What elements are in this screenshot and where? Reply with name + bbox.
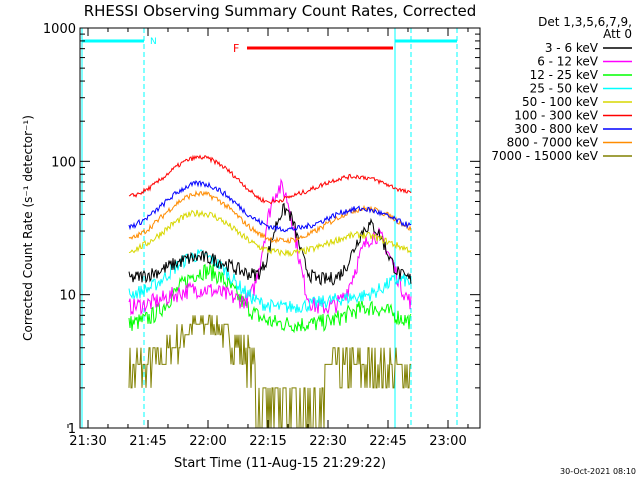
series-line xyxy=(128,189,412,244)
series-line xyxy=(128,262,412,334)
x-axis: 21:30 21:45 22:00 22:15 22:30 22:45 23:00 xyxy=(67,28,469,449)
legend-label: 12 - 25 keV xyxy=(530,68,599,82)
chart-title: RHESSI Observing Summary Count Rates, Co… xyxy=(84,2,477,20)
legend-label: 7000 - 15000 keV xyxy=(491,149,598,163)
legend-label: 800 - 7000 keV xyxy=(507,136,599,150)
series-line xyxy=(128,154,412,205)
flare-label: F xyxy=(233,42,239,55)
x-tick-label: 21:30 xyxy=(69,434,106,449)
x-tick-label: 22:15 xyxy=(249,434,286,449)
legend-label: 25 - 50 keV xyxy=(530,82,599,96)
series-line xyxy=(128,178,412,316)
night-label: N xyxy=(150,37,157,47)
y-tick-label: 100 xyxy=(51,155,76,170)
legend-label: 6 - 12 keV xyxy=(537,55,599,69)
legend-label: 300 - 800 keV xyxy=(514,122,598,136)
x-tick-label: 21:45 xyxy=(129,434,166,449)
legend-header: Det 1,3,5,6,7,9, xyxy=(538,15,632,29)
legend-label: 100 - 300 keV xyxy=(514,109,598,123)
series-line xyxy=(128,180,412,233)
series-line xyxy=(128,209,412,258)
plot-frame xyxy=(79,27,481,429)
x-tick-label: 22:00 xyxy=(189,434,226,449)
x-tick-label: 22:45 xyxy=(369,434,406,449)
y-tick-label: 1 xyxy=(68,422,76,437)
x-axis-label: Start Time (11-Aug-15 21:29:22) xyxy=(174,456,386,471)
series-line xyxy=(128,314,411,429)
y-tick-label: 1000 xyxy=(43,22,76,37)
y-axis-label: Corrected Count Rate (s⁻¹ detector⁻¹) xyxy=(21,115,35,341)
x-tick-label: 22:30 xyxy=(309,434,346,449)
legend-label: 3 - 6 keV xyxy=(545,41,599,55)
x-tick-label: 23:00 xyxy=(429,434,466,449)
timestamp: 30-Oct-2021 08:10 xyxy=(560,467,636,476)
legend-header: Att 0 xyxy=(603,27,632,41)
legend-label: 50 - 100 keV xyxy=(522,95,599,109)
y-tick-label: 10 xyxy=(59,289,76,304)
y-axis: 1 10 100 1000 xyxy=(43,22,480,437)
